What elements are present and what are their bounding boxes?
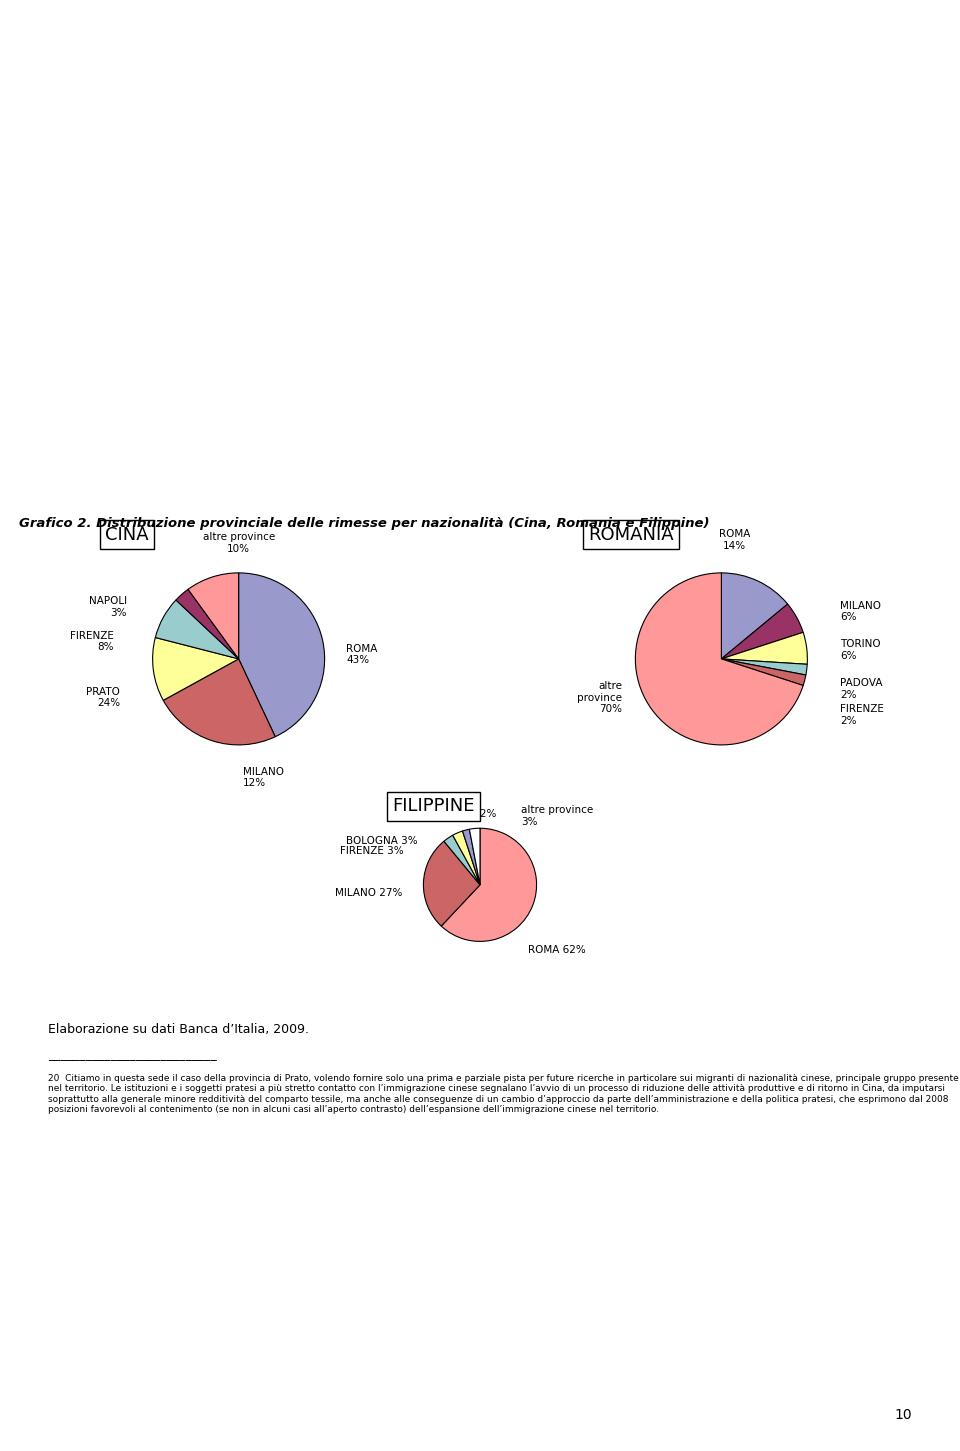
Text: PADOVA
2%: PADOVA 2% (840, 678, 882, 699)
Text: 10: 10 (895, 1407, 912, 1422)
Text: MILANO 27%: MILANO 27% (334, 888, 402, 898)
Wedge shape (444, 836, 480, 885)
Wedge shape (176, 589, 239, 659)
Text: ROMA 62%: ROMA 62% (528, 945, 586, 955)
Wedge shape (442, 829, 537, 942)
Wedge shape (721, 573, 787, 659)
Text: altre
province
70%: altre province 70% (578, 681, 622, 714)
Text: altre province
10%: altre province 10% (203, 533, 275, 554)
Text: PRATO
24%: PRATO 24% (86, 686, 120, 708)
Wedge shape (239, 573, 324, 737)
Text: ROMA
43%: ROMA 43% (347, 644, 377, 666)
Text: BOLOGNA 3%: BOLOGNA 3% (347, 836, 418, 846)
Text: NAPOLI
3%: NAPOLI 3% (88, 596, 127, 618)
Wedge shape (721, 633, 807, 665)
Wedge shape (163, 659, 276, 744)
Wedge shape (721, 659, 805, 685)
Text: ___________________________: ___________________________ (48, 1048, 217, 1061)
Text: Grafico 2. Distribuzione provinciale delle rimesse per nazionalità (Cina, Romani: Grafico 2. Distribuzione provinciale del… (19, 517, 709, 530)
Text: altre province
3%: altre province 3% (520, 805, 593, 827)
Text: FIRENZE
8%: FIRENZE 8% (70, 631, 114, 653)
Text: FIRENZE
2%: FIRENZE 2% (840, 704, 884, 726)
Text: FILIPPINE: FILIPPINE (393, 797, 475, 815)
Wedge shape (156, 601, 239, 659)
Wedge shape (721, 604, 804, 659)
Wedge shape (188, 573, 239, 659)
Text: MILANO
6%: MILANO 6% (840, 601, 881, 622)
Wedge shape (463, 829, 480, 885)
Wedge shape (636, 573, 804, 744)
Wedge shape (469, 829, 480, 885)
Wedge shape (721, 659, 807, 675)
Text: ROMANIA: ROMANIA (588, 525, 674, 544)
Text: FIRENZE 3%: FIRENZE 3% (340, 846, 403, 856)
Text: 20  Citiamo in questa sede il caso della provincia di Prato, volendo fornire sol: 20 Citiamo in questa sede il caso della … (48, 1074, 959, 1114)
Text: MILANO
12%: MILANO 12% (243, 766, 284, 788)
Text: ROMA
14%: ROMA 14% (719, 530, 750, 551)
Wedge shape (153, 637, 239, 701)
Wedge shape (423, 842, 480, 926)
Text: TORINO
6%: TORINO 6% (840, 640, 880, 662)
Text: Elaborazione su dati Banca d’Italia, 2009.: Elaborazione su dati Banca d’Italia, 200… (48, 1023, 309, 1036)
Text: CINA: CINA (106, 525, 149, 544)
Wedge shape (453, 831, 480, 885)
Text: TORINO 2%: TORINO 2% (436, 810, 496, 820)
